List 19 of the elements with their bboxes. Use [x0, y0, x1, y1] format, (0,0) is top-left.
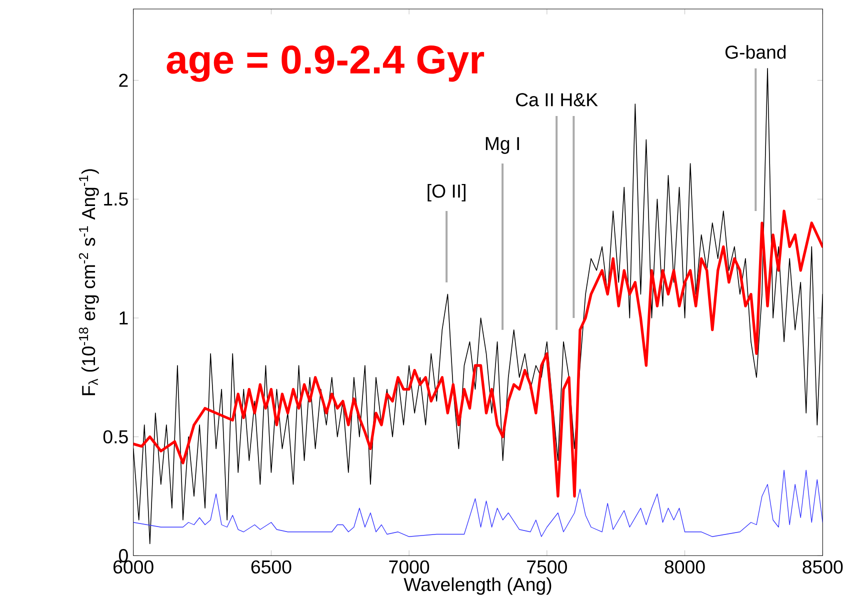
x-tick-label: 7000	[389, 560, 430, 574]
x-tick-label: 8500	[802, 560, 843, 574]
annotation: age = 0.9-2.4 Gyr	[166, 45, 484, 82]
text: F$_{λ}$ (10$^{-18}$ erg cm$^{-2}$ s$^{-1}$ Ang$^{-1}$)	[78, 169, 99, 396]
x-tick-label: 7500	[527, 560, 567, 574]
ref-line-label: Ca II H&K	[516, 93, 598, 106]
y-tick-label: 0	[118, 549, 128, 562]
x-axis-title: Wavelength (Ang)	[404, 577, 552, 595]
y-tick-label: 1.5	[104, 192, 128, 206]
y-tick-label: 2	[119, 74, 128, 87]
x-tick-label: 8000	[664, 560, 705, 574]
ref-line-label: [O II]	[428, 184, 466, 202]
y-tick-label: 1	[120, 312, 128, 324]
line-series	[133, 210, 823, 498]
x-tick-label: 6000	[114, 560, 154, 574]
x-tick-label: 6500	[251, 560, 292, 574]
y-tick-label: 0.5	[103, 430, 128, 444]
ref-line-label: Mg I	[486, 137, 519, 154]
ref-line-label: G-band	[725, 45, 786, 59]
